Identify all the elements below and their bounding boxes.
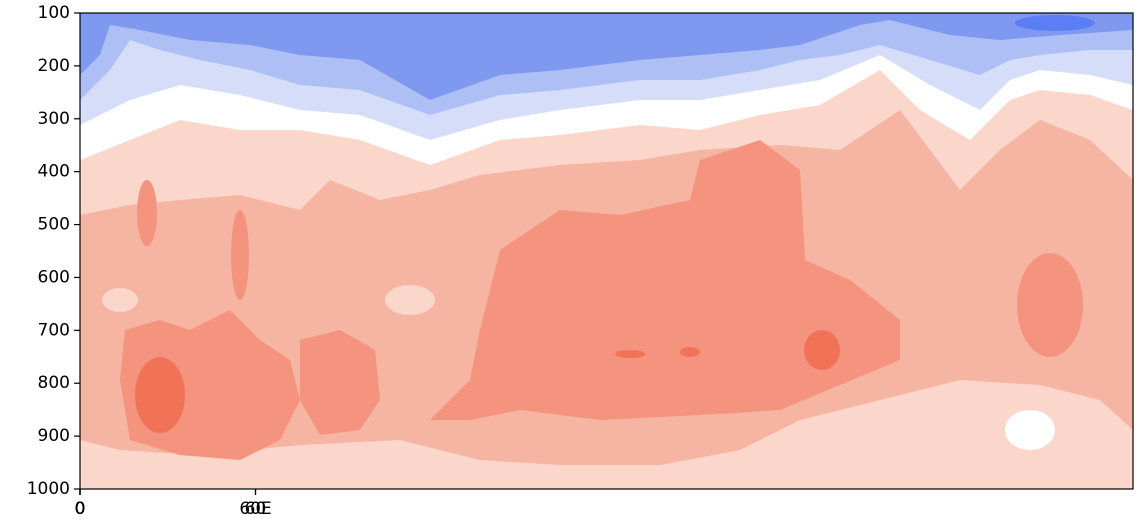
y-tick-label: 400 <box>38 162 70 182</box>
y-tick-label: 900 <box>38 426 70 446</box>
y-tick-label: 600 <box>38 267 70 287</box>
x-tick-label: 0 <box>75 499 86 519</box>
x-tick-label: 60 <box>245 499 267 519</box>
y-tick-label: 800 <box>38 373 70 393</box>
y-tick-label: 500 <box>38 215 70 235</box>
y-tick-label: 300 <box>38 109 70 129</box>
x-tick-label: 0 <box>75 499 86 519</box>
y-tick-label: 200 <box>38 56 70 76</box>
x-tick-label: 0 <box>75 499 86 519</box>
y-tick-label: 1000 <box>27 479 70 499</box>
y-tick-label: 700 <box>38 320 70 340</box>
x-tick-label: 0 <box>75 499 86 519</box>
plot-frame <box>79 12 1134 490</box>
x-tick-label: 0 <box>75 499 86 519</box>
y-tick-label: 100 <box>38 3 70 23</box>
x-tick-label: 60E <box>239 499 271 519</box>
contour-fill <box>80 13 1133 489</box>
